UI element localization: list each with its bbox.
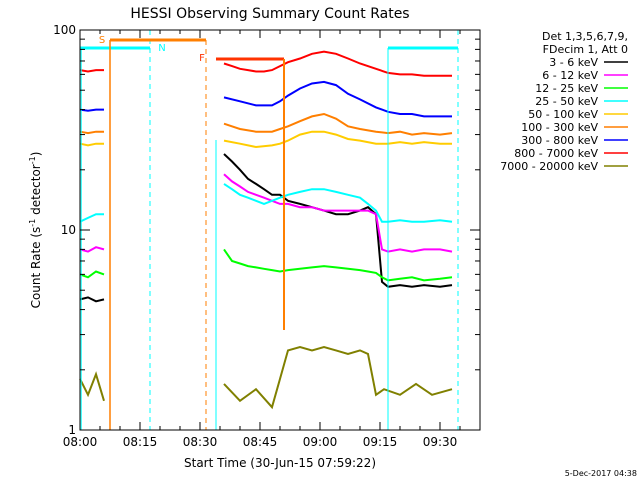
footer-timestamp: 5-Dec-2017 04:38 — [565, 469, 637, 478]
series-line-0-post — [223, 153, 453, 288]
series-line-7-post — [223, 50, 452, 77]
y-tick-label: 100 — [53, 23, 76, 37]
x-tick-label: 08:15 — [123, 435, 158, 449]
y-axis-label-part: Count Rate (s — [29, 227, 43, 309]
x-tick-label: 08:00 — [63, 435, 98, 449]
series-line-2-post — [223, 248, 453, 282]
y-axis-label-part: detector — [29, 164, 43, 219]
y-axis-label: Count Rate (s-1 detector-1) — [28, 152, 43, 309]
y-axis: 1 10 100 — [53, 23, 480, 437]
flag-label-s: S — [99, 35, 105, 46]
series-line-3-post — [223, 183, 453, 223]
chart-title: HESSI Observing Summary Count Rates — [130, 6, 409, 22]
series-line-4-pre — [79, 142, 104, 147]
y-tick-label: 10 — [61, 223, 76, 237]
series-line-3-pre — [79, 213, 104, 223]
x-tick-label: 09:00 — [303, 435, 338, 449]
legend-header-line-1: Det 1,3,5,6,7,9, — [542, 30, 628, 43]
legend-entry-label: 6 - 12 keV — [542, 69, 598, 82]
legend-entry-label: 100 - 300 keV — [521, 121, 598, 134]
y-tick-label: 1 — [68, 423, 76, 437]
legend-entry-label: 12 - 25 keV — [535, 82, 598, 95]
legend-entry-label: 800 - 7000 keV — [514, 147, 598, 160]
series-line-2-pre — [79, 270, 105, 279]
x-tick-label: 08:30 — [183, 435, 218, 449]
legend-entry-label: 300 - 800 keV — [521, 134, 598, 147]
flag-layer: S N F — [80, 30, 459, 430]
series-line-1-pre — [79, 246, 105, 253]
x-axis-label: Start Time (30-Jun-15 07:59:22) — [184, 456, 376, 470]
series-line-5-pre — [79, 130, 104, 135]
legend-header-line-2: FDecim 1, Att 0 — [543, 43, 628, 56]
legend-entry-label: 50 - 100 keV — [528, 108, 598, 121]
y-axis-label-exponent: -1 — [28, 219, 37, 227]
series-line-8-post — [223, 345, 453, 410]
series-line-6-pre — [79, 108, 104, 112]
series-line-7-pre — [79, 69, 104, 73]
series-line-6-post — [223, 80, 452, 118]
legend-entry-label: 25 - 50 keV — [535, 95, 598, 108]
x-tick-label: 08:45 — [243, 435, 278, 449]
flag-label-n: N — [158, 43, 165, 54]
x-tick-label: 09:15 — [363, 435, 398, 449]
series-line-4-post — [223, 130, 452, 149]
flag-label-f: F — [199, 53, 205, 64]
y-axis-label-exponent: -1 — [28, 156, 37, 164]
legend: Det 1,3,5,6,7,9, FDecim 1, Att 0 3 - 6 k… — [500, 30, 628, 173]
series-line-8-pre — [79, 371, 105, 402]
legend-entry-label: 3 - 6 keV — [549, 56, 598, 69]
y-axis-label-part: ) — [29, 152, 43, 157]
series-line-1-post — [223, 173, 453, 253]
legend-entry-label: 7000 - 20000 keV — [500, 160, 598, 173]
x-tick-label: 09:30 — [423, 435, 458, 449]
series-line-5-post — [223, 112, 453, 136]
series-layer — [79, 50, 453, 410]
x-axis: 08:00 08:15 08:30 08:45 09:00 09:15 09:30 — [63, 30, 481, 449]
series-line-0-pre — [79, 296, 105, 303]
